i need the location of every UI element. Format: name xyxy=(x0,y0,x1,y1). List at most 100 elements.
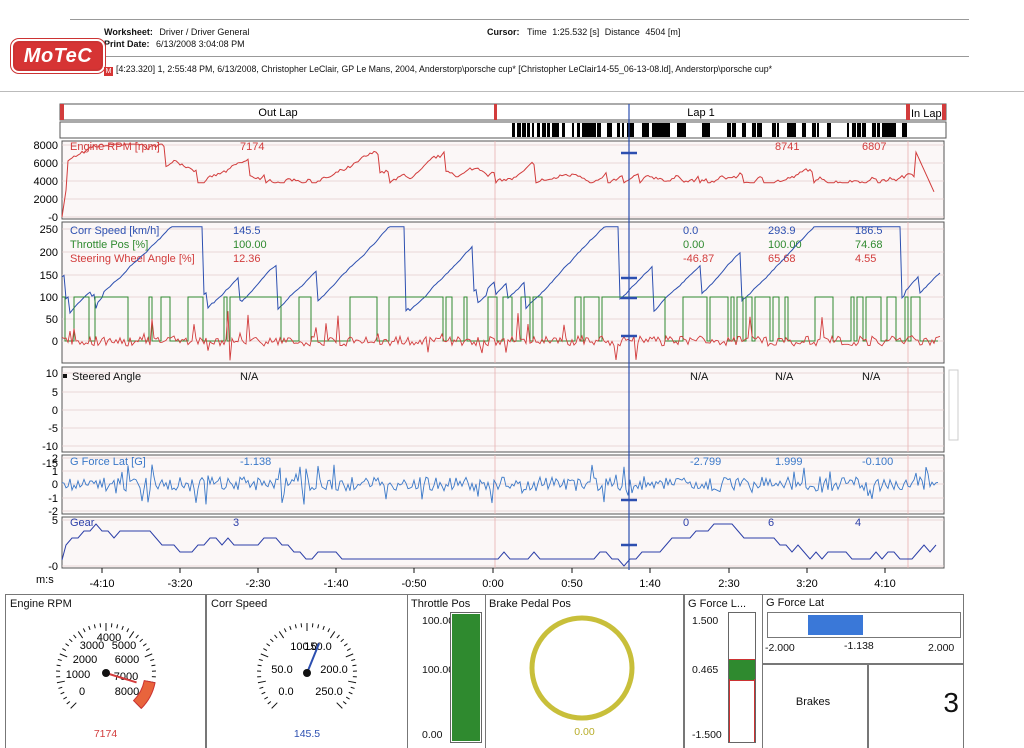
sector-mark xyxy=(812,123,816,137)
series-cursor-value: -46.87 xyxy=(683,253,714,265)
sector-mark xyxy=(817,123,819,137)
print-date-row: Print Date: 6/13/2008 3:04:08 PM xyxy=(104,39,245,49)
series-bullet xyxy=(63,374,67,378)
sector-mark xyxy=(882,123,887,137)
y-tick-label: 0 xyxy=(52,336,58,348)
sector-mark xyxy=(657,123,662,137)
dial-tick xyxy=(275,635,278,638)
x-tick-label: -1:40 xyxy=(323,578,348,590)
series-cursor-value: 65.68 xyxy=(768,253,796,265)
sector-mark xyxy=(617,123,620,137)
y-tick-label: -1 xyxy=(48,493,58,505)
series-cursor-value: 100.00 xyxy=(233,239,267,251)
x-axis-unit: m:s xyxy=(36,574,54,586)
telemetry-chart[interactable]: Out Lap Lap 1 In Lap 8000600040002000-0E… xyxy=(0,100,1024,595)
dial-tick xyxy=(63,697,66,699)
sector-mark xyxy=(727,123,731,137)
lap-marker-lap1 xyxy=(494,104,497,120)
y-tick-label: -0 xyxy=(48,561,58,573)
dial-label: 6000 xyxy=(115,654,139,666)
sector-mark xyxy=(802,123,806,137)
dial-tick xyxy=(318,624,319,628)
dial-tick xyxy=(258,665,262,666)
series-cursor-value: 293.9 xyxy=(768,225,796,237)
sector-mark xyxy=(892,123,896,137)
worksheet-row: Worksheet: Driver / Driver General xyxy=(104,27,249,37)
dial-tick xyxy=(122,626,123,630)
glat-horizontal-panel[interactable]: G Force Lat -2.000 -1.138 2.000 xyxy=(762,594,964,664)
brakes-panel[interactable]: Brakes xyxy=(762,664,868,748)
x-tick-label: 2:30 xyxy=(718,578,739,590)
dial-tick xyxy=(263,649,266,651)
sector-mark xyxy=(667,123,670,137)
motec-file-icon: M xyxy=(104,67,113,76)
sector-mark xyxy=(777,123,779,137)
gear-display-value: 3 xyxy=(869,687,963,719)
glat-horizontal-fill xyxy=(808,615,863,635)
y-tick-label: -0 xyxy=(48,212,58,224)
lap-label-in: In Lap xyxy=(911,108,942,120)
series-label: Corr Speed [km/h] xyxy=(70,225,159,237)
dial-tick xyxy=(337,635,340,638)
dial-tick xyxy=(270,639,273,642)
dial-tick xyxy=(284,628,286,632)
sector-mark xyxy=(512,123,515,137)
sector-mark xyxy=(542,123,546,137)
sector-mark xyxy=(557,123,559,137)
sector-mark xyxy=(622,123,624,137)
glat-vertical-panel[interactable]: G Force L... 1.500 0.465 -1.500 xyxy=(684,594,763,748)
print-date-label: Print Date: xyxy=(104,39,150,49)
speed-gauge-value: 145.5 xyxy=(207,728,407,740)
sector-mark xyxy=(847,123,849,137)
dial-label: 250.0 xyxy=(315,686,343,698)
series-cursor-value: 8741 xyxy=(775,141,799,153)
vertical-scroll-handle[interactable] xyxy=(949,370,958,440)
gear-display-panel[interactable]: 3 xyxy=(868,664,964,748)
dial-tick xyxy=(349,692,353,694)
worksheet-value: Driver / Driver General xyxy=(159,27,249,37)
x-tick-label: -3:20 xyxy=(167,578,192,590)
sector-mark xyxy=(877,123,880,137)
sector-mark xyxy=(732,123,736,137)
series-cursor-value: 0 xyxy=(683,517,689,529)
dial-tick xyxy=(62,649,65,651)
dial-tick xyxy=(268,701,271,703)
y-tick-label: 5 xyxy=(52,387,58,399)
dial-tick xyxy=(89,626,90,630)
y-tick-label: 2000 xyxy=(34,194,58,206)
brake-gauge-value: 0.00 xyxy=(486,726,683,738)
lap-marker-start xyxy=(60,104,64,120)
series-label: G Force Lat [G] xyxy=(70,456,146,468)
dial-tick xyxy=(117,624,118,628)
y-tick-label: 250 xyxy=(40,224,58,236)
dial-hub xyxy=(303,669,311,677)
series-cursor-value: 4 xyxy=(855,517,861,529)
dial-tick xyxy=(295,624,296,628)
dial-tick xyxy=(78,631,82,638)
y-tick-label: 50 xyxy=(46,314,58,326)
glat-horizontal-title: G Force Lat xyxy=(766,597,824,609)
dial-label: 2000 xyxy=(73,654,97,666)
dial-tick xyxy=(67,701,70,703)
sector-mark xyxy=(597,123,601,137)
series-label: Gear xyxy=(70,517,95,529)
glat-vertical-top: 1.500 xyxy=(692,615,718,627)
sector-mark xyxy=(582,123,587,137)
series-cursor-value: 145.5 xyxy=(233,225,261,237)
sector-mark xyxy=(577,123,580,137)
throttle-gauge-panel[interactable]: Throttle Pos 100.00 100.00 0.00 xyxy=(407,594,486,748)
dial-tick xyxy=(272,703,278,709)
brake-gauge-panel[interactable]: Brake Pedal Pos 0.00 xyxy=(485,594,684,748)
throttle-bar-track xyxy=(450,612,482,743)
glat-horizontal-track xyxy=(767,612,961,638)
dial-label: 0 xyxy=(79,686,85,698)
series-cursor-value: 0.00 xyxy=(683,239,704,251)
sector-mark xyxy=(537,123,540,137)
series-cursor-value: N/A xyxy=(862,371,881,383)
x-tick-label: 1:40 xyxy=(639,578,660,590)
sector-mark xyxy=(592,123,596,137)
